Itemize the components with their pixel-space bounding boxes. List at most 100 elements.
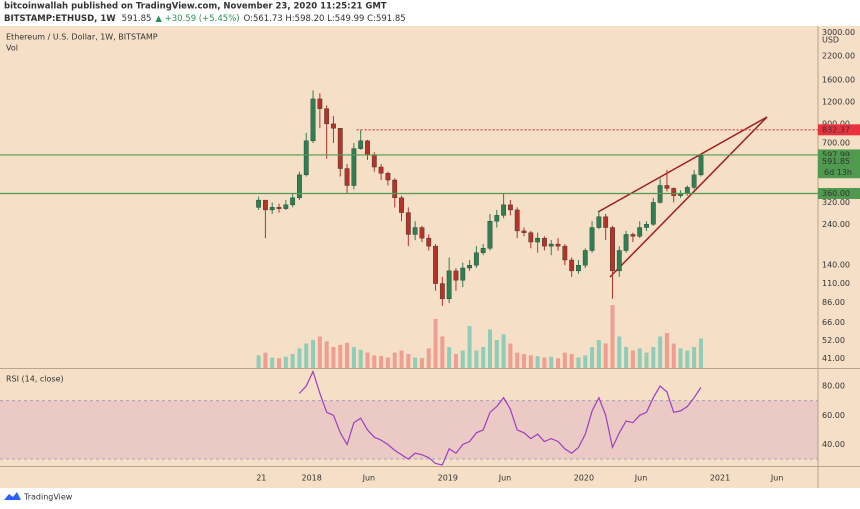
candle-body (514, 209, 520, 232)
volume-bar (453, 354, 458, 368)
candle-body (283, 204, 289, 209)
logo-icon (4, 492, 21, 500)
candle-body (576, 265, 581, 272)
x-tick-label: 2019 (438, 474, 458, 483)
candle-body (562, 245, 568, 261)
y-tick-label: 110.00 (822, 279, 850, 288)
candle-body (548, 243, 554, 247)
volume-bar (460, 350, 465, 368)
volume-bar (522, 354, 527, 368)
volume-bar (637, 348, 642, 368)
brand: TradingView (23, 493, 73, 502)
y-tick-label: 66.00 (822, 318, 845, 327)
candle-body (616, 250, 622, 272)
y-tick-label: 86.00 (822, 298, 845, 307)
candle-body (263, 199, 268, 211)
candle-body (331, 123, 336, 129)
wedge-drawing (597, 116, 768, 278)
candle-body (337, 128, 343, 169)
candle-body (405, 212, 411, 235)
volume-bar (311, 340, 316, 368)
volume-bar (379, 356, 384, 368)
candle-body (691, 174, 697, 188)
volume-bar (304, 343, 309, 368)
candle-body (378, 166, 384, 174)
x-tick-label: 2021 (710, 474, 730, 483)
volume-bar (685, 350, 690, 368)
candle-body (344, 168, 350, 186)
volume-bar (331, 347, 336, 368)
ohlc: O:561.73 H:598.20 L:549.99 C:591.85 (244, 14, 406, 24)
volume-bar (440, 336, 445, 368)
candle-body (684, 187, 690, 194)
candle-body (501, 204, 506, 216)
candle-body (276, 207, 282, 209)
candle-body (555, 243, 561, 247)
trend-line (597, 116, 768, 213)
volume-bar (467, 326, 472, 368)
volume-bar (542, 357, 547, 368)
candle-body (371, 154, 377, 168)
volume-bar (692, 347, 697, 368)
volume-bar (630, 350, 635, 368)
last-price-label: 591.85 (822, 157, 850, 166)
x-tick-label: Jun (498, 474, 512, 483)
candle-body (596, 216, 602, 228)
y-tick-label: 41.00 (822, 354, 845, 363)
countdown: 6d 13h (824, 168, 852, 177)
y-tick-label: 1600.00 (822, 76, 855, 85)
y-tick-label: 3000.00 (822, 28, 855, 37)
candle-body (603, 216, 609, 228)
candle-body (324, 108, 330, 125)
volume-bar (433, 319, 438, 368)
volume-bar (678, 348, 683, 368)
last-price: 591.85 (122, 14, 152, 24)
candle-body (582, 250, 588, 266)
candle-body (487, 220, 493, 249)
volume-bar (487, 329, 492, 368)
volume-bar (569, 354, 574, 368)
volume-bar (283, 356, 288, 368)
candle-body (392, 179, 398, 199)
candle-body (623, 234, 629, 251)
volume-bar (658, 336, 663, 368)
candle-body (480, 248, 486, 253)
volume-bar (508, 343, 513, 368)
candle-body (385, 173, 391, 181)
y-tick-label: 900.00 (822, 119, 850, 128)
volume-bar (385, 357, 390, 368)
volume-bar (494, 340, 499, 368)
price-label-box (818, 187, 860, 199)
volume-bar (297, 348, 302, 368)
volume-bar (270, 357, 275, 368)
volume-bar (256, 355, 261, 368)
candle-body (426, 237, 432, 247)
candle-body (637, 227, 643, 237)
y-tick-label: 140.00 (822, 261, 850, 270)
volume-bar (419, 358, 424, 368)
volume-bar (426, 348, 431, 368)
y-tick-label: 2200.00 (822, 51, 855, 60)
y-tick-label: 60.00 (822, 411, 845, 420)
volume-bar (338, 344, 343, 368)
x-tick-label: Jun (634, 474, 648, 483)
rsi-band (0, 400, 818, 460)
candle-body (521, 230, 527, 233)
unit-label: USD (822, 36, 839, 45)
volume-bar (324, 341, 329, 368)
x-tick-label: Jun (770, 474, 784, 483)
candle-body (664, 185, 670, 189)
x-tick-label: 2020 (574, 474, 594, 483)
y-tick-label: 80.00 (822, 382, 845, 391)
volume-bar (263, 352, 268, 368)
candle-body (671, 188, 677, 196)
y-tick-label: 1200.00 (822, 98, 855, 107)
volume-bar (610, 305, 615, 368)
price-label-box (818, 124, 860, 136)
rsi-line (298, 369, 702, 466)
candle-body (303, 140, 309, 176)
volume-bar (664, 333, 669, 368)
volume-bar (562, 352, 567, 368)
volume-bar (596, 340, 601, 368)
last-price-box (818, 156, 860, 179)
